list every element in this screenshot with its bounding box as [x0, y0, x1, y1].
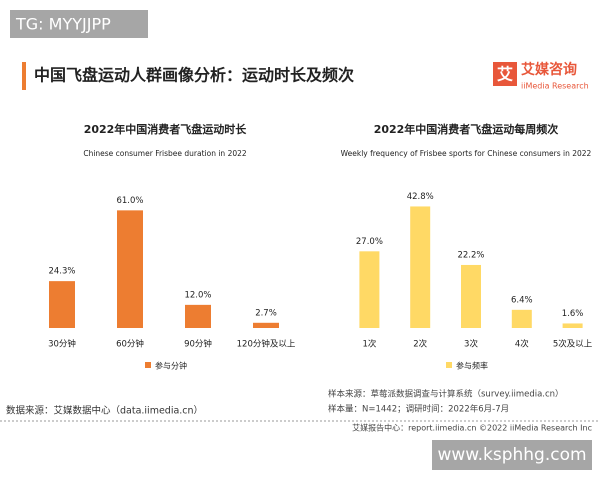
x-tick-label: 60分钟: [116, 339, 144, 350]
bar: [185, 304, 211, 328]
logo: 艾: [497, 65, 513, 84]
source: 数据来源：艾媒数据中心（data.iimedia.cn）: [6, 405, 203, 417]
title-accent: [22, 62, 26, 90]
chart-subtitle: Chinese consumer Frisbee duration in 202…: [83, 149, 247, 158]
data-label: 27.0%: [356, 237, 383, 247]
data-label: 12.0%: [184, 290, 211, 300]
x-tick-label: 1次: [362, 339, 376, 350]
legend-label: 参与频率: [456, 361, 488, 371]
x-tick-label: 4次: [515, 339, 529, 350]
chart-subtitle: Weekly frequency of Frisbee sports for C…: [341, 149, 592, 158]
x-tick-label: 90分钟: [184, 339, 212, 350]
note: 样本量：N=1442；调研时间：2022年6月-7月: [328, 404, 509, 415]
legend-swatch: [145, 362, 151, 368]
bar: [562, 323, 583, 328]
bar: [49, 281, 75, 328]
watermark-top: TG: MYYJJPP: [15, 15, 111, 34]
brand: 艾媒咨询: [521, 61, 577, 78]
chart-title: 2022年中国消费者飞盘运动时长: [84, 122, 248, 136]
data-label: 24.3%: [48, 267, 75, 277]
x-tick-label: 5次及以上: [553, 339, 593, 350]
bar: [117, 210, 143, 328]
bar: [511, 309, 532, 328]
note: 样本来源：草莓派数据调查与计算系统（survey.iimedia.cn）: [328, 389, 564, 400]
watermark-bottom: www.ksphhg.com: [437, 445, 586, 465]
data-label: 6.4%: [511, 295, 533, 305]
bar: [410, 206, 431, 328]
data-label: 61.0%: [116, 196, 143, 206]
watermark-box: [10, 10, 148, 38]
logo-box: [493, 62, 517, 86]
page-title: 中国飞盘运动人群画像分析：运动时长及频次: [34, 66, 354, 85]
legend-swatch: [446, 362, 452, 368]
data-label: 2.7%: [255, 308, 277, 318]
x-tick-label: 30分钟: [48, 339, 76, 350]
bar: [359, 251, 380, 328]
footer: 艾媒报告中心：report.iimedia.cn ©2022 iiMedia R…: [352, 423, 592, 433]
chart-title: 2022年中国消费者飞盘运动每周频次: [374, 122, 559, 136]
bar: [253, 322, 279, 328]
data-label: 1.6%: [562, 309, 584, 319]
x-tick-label: 120分钟及以上: [237, 339, 296, 350]
bar: [461, 264, 481, 328]
x-tick-label: 2次: [413, 339, 427, 350]
brand-en: iiMedia Research: [521, 82, 589, 91]
watermark-box: [432, 440, 592, 470]
data-label: 42.8%: [407, 192, 434, 202]
data-label: 22.2%: [457, 250, 484, 260]
x-tick-label: 3次: [464, 339, 478, 350]
legend-label: 参与分钟: [155, 361, 187, 371]
